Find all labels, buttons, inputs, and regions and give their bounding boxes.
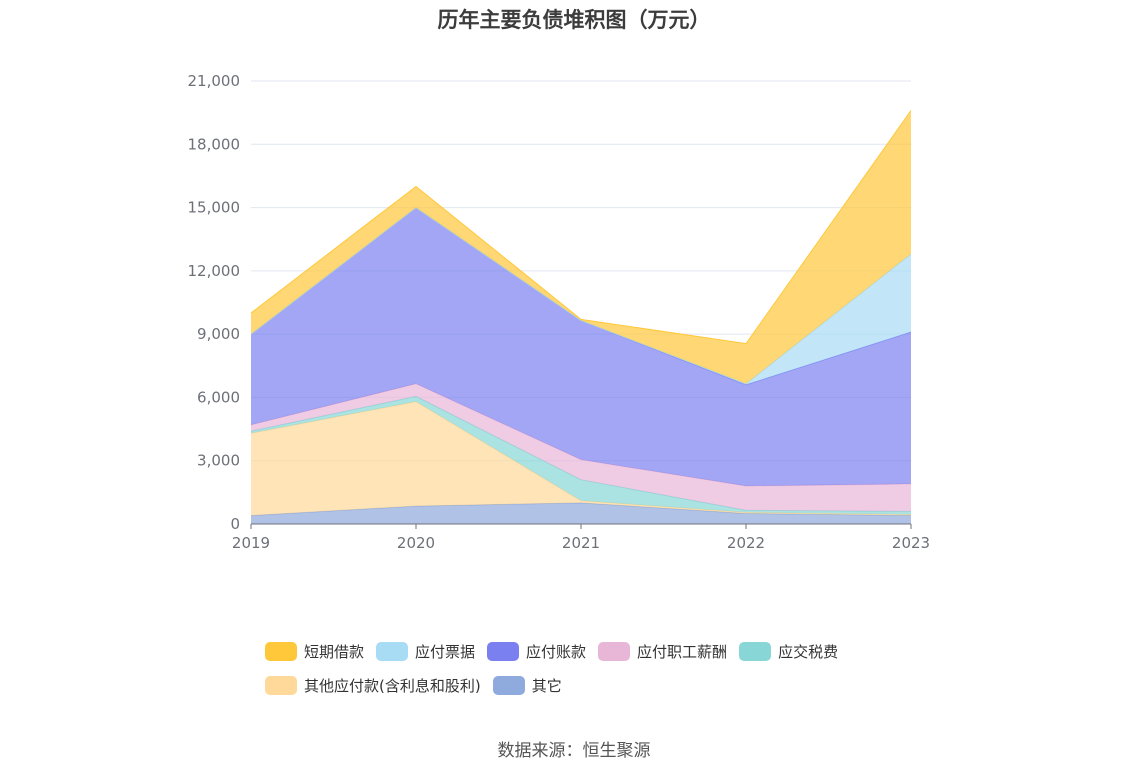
series-area [251,383,911,512]
source-note: 数据来源：恒生聚源 [497,741,651,761]
grid-lines: 0 3,000 6,000 9,000 12,000 15,000 18,000 21,000 [188,72,911,533]
y-tick-label: 6,000 [197,388,240,406]
legend-item[interactable]: 应付职工薪酬 [598,641,727,662]
stacked-areas [250,110,912,524]
legend-row: 其他应付款(含利息和股利) 其它 [265,672,925,698]
x-tick-label: 2021 [562,534,600,552]
y-tick-label: 12,000 [188,262,241,280]
legend-swatch [492,675,525,695]
legend-label: 其他应付款(含利息和股利) [304,676,481,695]
y-tick-label: 9,000 [197,325,240,343]
series-line [250,383,912,487]
legend-swatch [265,675,297,695]
x-tick-label: 2022 [727,534,765,552]
legend-swatch [265,641,297,661]
chart-title: 历年主要负债堆积图（万元） [437,8,711,32]
legend-swatch [598,641,631,661]
axes: 2019 2020 2021 2022 2023 [232,523,930,552]
series-line [250,110,912,345]
legend: 短期借款 应付票据 应付账款 应付职工薪酬 应交税费 其他应付款(含利息和股利) 其它 [265,638,925,706]
legend-item[interactable]: 其它 [492,675,562,696]
legend-label: 短期借款 [304,642,365,661]
y-tick-label: 18,000 [188,135,241,153]
legend-label: 应付票据 [415,642,476,661]
legend-row: 短期借款 应付票据 应付账款 应付职工薪酬 应交税费 [265,638,925,664]
legend-item[interactable]: 短期借款 [265,641,364,662]
series-area [251,207,911,487]
x-tick-label: 2020 [397,534,435,552]
x-tick-label: 2023 [892,534,930,552]
legend-item[interactable]: 应交税费 [739,641,838,662]
legend-label: 应付账款 [526,642,587,661]
series-area [251,401,911,516]
series-area [251,396,911,515]
legend-label: 应付职工薪酬 [637,642,728,661]
y-tick-label: 21,000 [188,72,241,90]
legend-label: 其它 [531,676,562,695]
legend-item[interactable]: 应付账款 [487,641,586,662]
legend-label: 应交税费 [778,642,839,661]
y-tick-label: 3,000 [197,452,240,470]
legend-item[interactable]: 其他应付款(含利息和股利) [265,675,481,696]
legend-swatch [739,641,772,661]
x-tick-label: 2019 [232,534,270,552]
y-tick-label: 15,000 [188,199,241,217]
legend-item[interactable]: 应付票据 [376,641,475,662]
series-area [251,502,911,524]
legend-swatch [376,641,409,661]
legend-swatch [487,641,520,661]
y-tick-label: 0 [230,515,240,533]
